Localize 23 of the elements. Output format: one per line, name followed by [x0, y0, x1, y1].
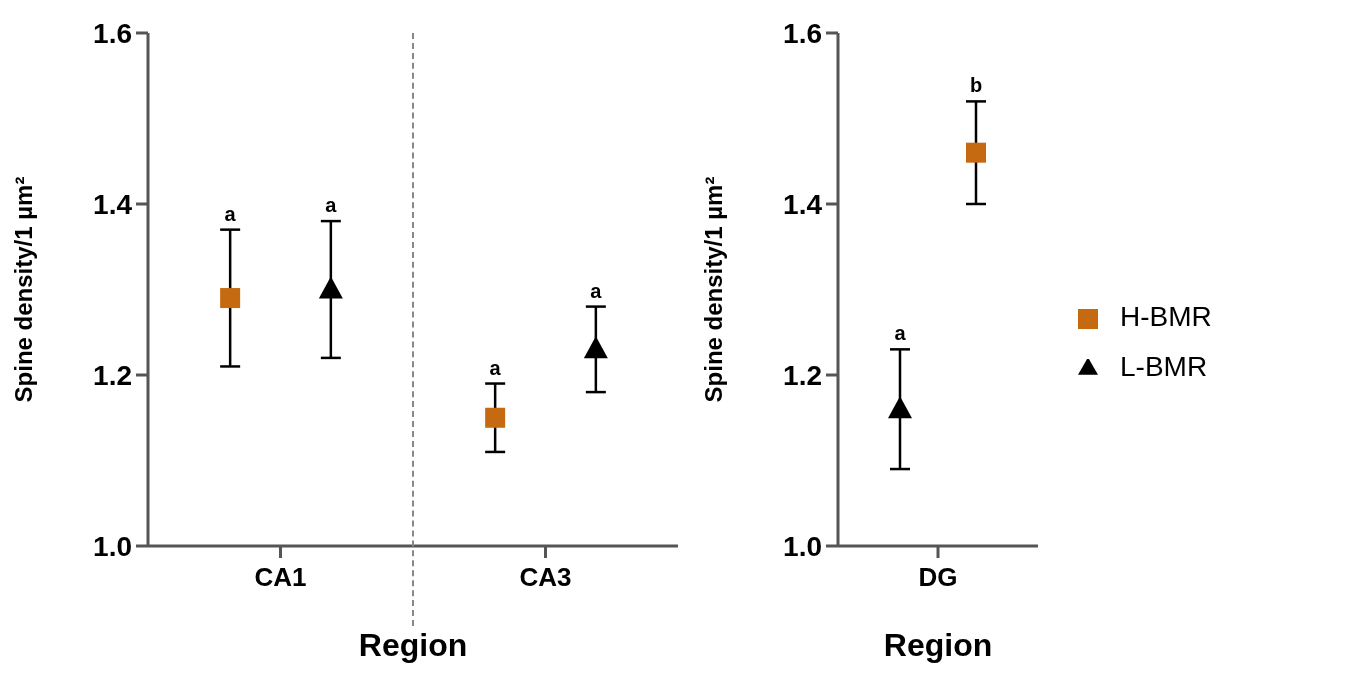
y-tick-label: 1.4: [783, 188, 823, 220]
data-label: a: [590, 279, 603, 302]
x-axis-title: Region: [883, 627, 993, 663]
legend-label: L-BMR: [1120, 351, 1208, 382]
y-tick-label: 1.6: [783, 17, 822, 49]
x-tick-label: CA1: [254, 562, 307, 593]
data-label: b: [969, 74, 983, 97]
data-label: a: [489, 356, 502, 379]
data-label: a: [224, 202, 237, 225]
y-tick-label: 1.2: [93, 359, 132, 391]
y-tick-label: 1.2: [783, 359, 822, 391]
x-tick-label: DG: [918, 562, 958, 593]
y-tick-label: 1.4: [93, 188, 133, 220]
y-tick-label: 1.0: [783, 530, 822, 562]
data-label: a: [325, 194, 338, 217]
y-axis-title: Spine density/1 µm²: [699, 176, 727, 403]
x-tick-label: CA3: [519, 562, 572, 593]
data-label: a: [894, 322, 907, 345]
y-tick-label: 1.0: [93, 530, 132, 562]
y-axis-title: Spine density/1 µm²: [9, 176, 37, 403]
y-tick-label: 1.6: [93, 17, 132, 49]
x-axis-title: Region: [358, 627, 468, 663]
legend-label: H-BMR: [1120, 301, 1212, 332]
